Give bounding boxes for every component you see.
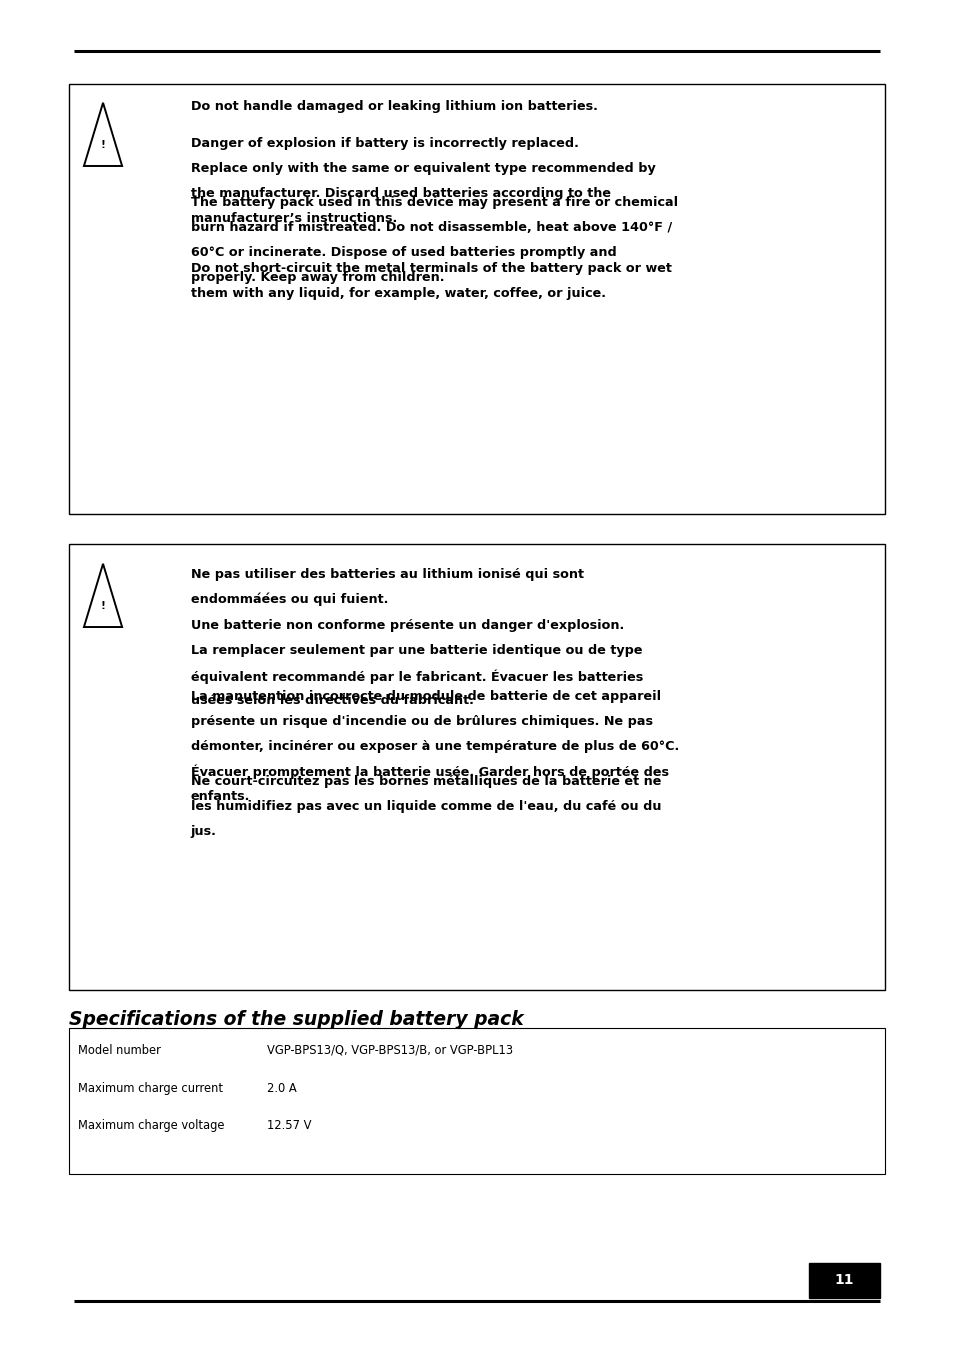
Text: 2.0 A: 2.0 A [267,1082,296,1095]
FancyBboxPatch shape [69,1028,884,1174]
Text: jus.: jus. [191,825,216,838]
Text: équivalent recommandé par le fabricant. Évacuer les batteries: équivalent recommandé par le fabricant. … [191,669,642,684]
Text: endommáées ou qui fuient.: endommáées ou qui fuient. [191,592,388,606]
Text: Ne pas utiliser des batteries au lithium ionisé qui sont: Ne pas utiliser des batteries au lithium… [191,568,583,581]
Text: VGP-BPS13/Q, VGP-BPS13/B, or VGP-BPL13: VGP-BPS13/Q, VGP-BPS13/B, or VGP-BPL13 [267,1044,513,1057]
Text: usées selon les directives du fabricant.: usées selon les directives du fabricant. [191,695,474,707]
Text: Une batterie non conforme présente un danger d'explosion.: Une batterie non conforme présente un da… [191,619,623,633]
Text: Maximum charge voltage: Maximum charge voltage [78,1119,225,1133]
Text: La remplacer seulement par une batterie identique ou de type: La remplacer seulement par une batterie … [191,644,641,657]
Text: them with any liquid, for example, water, coffee, or juice.: them with any liquid, for example, water… [191,288,605,300]
Text: manufacturer’s instructions.: manufacturer’s instructions. [191,211,396,224]
FancyBboxPatch shape [69,84,884,514]
Text: Danger of explosion if battery is incorrectly replaced.: Danger of explosion if battery is incorr… [191,137,578,150]
Text: Replace only with the same or equivalent type recommended by: Replace only with the same or equivalent… [191,161,655,174]
Text: properly. Keep away from children.: properly. Keep away from children. [191,270,444,284]
Text: Do not handle damaged or leaking lithium ion batteries.: Do not handle damaged or leaking lithium… [191,100,597,114]
Text: 12.57 V: 12.57 V [267,1119,312,1133]
Text: Ne court-circuitez pas les bornes métalliques de la batterie et ne: Ne court-circuitez pas les bornes métall… [191,775,660,788]
Text: enfants.: enfants. [191,790,250,803]
Text: !: ! [100,602,106,611]
Text: démonter, incinérer ou exposer à une température de plus de 60°C.: démonter, incinérer ou exposer à une tem… [191,740,679,753]
Text: !: ! [100,141,106,150]
Text: the manufacturer. Discard used batteries according to the: the manufacturer. Discard used batteries… [191,187,610,200]
Text: les humidifiez pas avec un liquide comme de l'eau, du café ou du: les humidifiez pas avec un liquide comme… [191,800,660,813]
Text: présente un risque d'incendie ou de brûlures chimiques. Ne pas: présente un risque d'incendie ou de brûl… [191,714,652,727]
Text: Maximum charge current: Maximum charge current [78,1082,223,1095]
Text: 11: 11 [834,1274,853,1287]
Text: Évacuer promptement la batterie usée. Garder hors de portée des: Évacuer promptement la batterie usée. Ga… [191,765,668,779]
FancyBboxPatch shape [808,1263,879,1298]
Text: Do not short-circuit the metal terminals of the battery pack or wet: Do not short-circuit the metal terminals… [191,262,671,276]
Text: burn hazard if mistreated. Do not disassemble, heat above 140°F /: burn hazard if mistreated. Do not disass… [191,220,671,234]
Text: The battery pack used in this device may present a fire or chemical: The battery pack used in this device may… [191,196,678,210]
Text: Specifications of the supplied battery pack: Specifications of the supplied battery p… [69,1010,523,1029]
Text: Model number: Model number [78,1044,161,1057]
Text: 60°C or incinerate. Dispose of used batteries promptly and: 60°C or incinerate. Dispose of used batt… [191,246,616,260]
Text: La manutention incorrecte du module de batterie de cet appareil: La manutention incorrecte du module de b… [191,690,660,703]
FancyBboxPatch shape [69,544,884,990]
